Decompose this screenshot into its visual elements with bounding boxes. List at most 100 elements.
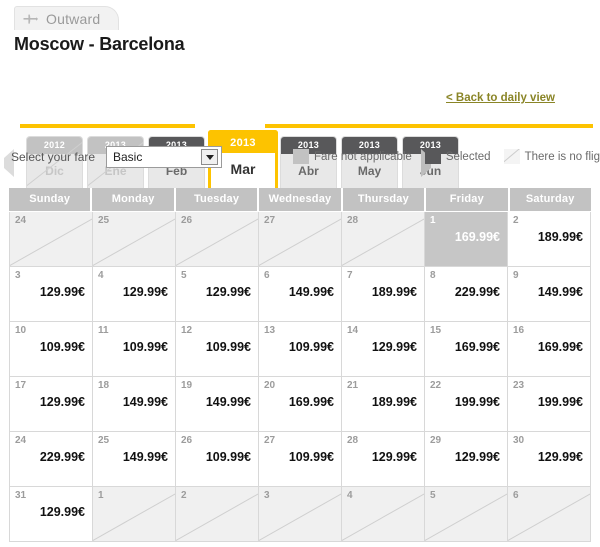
fare-price: 189.99€ — [371, 395, 417, 409]
fare-price: 199.99€ — [537, 395, 583, 409]
fare-price: 189.99€ — [537, 230, 583, 244]
day-number: 21 — [347, 380, 359, 391]
calendar-body: 24 25 26 27 28 1 169.99€ 2 189.99€ 3 129.99€ 4 129.9… — [9, 212, 591, 542]
month-tab-year: 2013 — [342, 137, 397, 154]
legend: Fare not applicable Selected There is no… — [293, 149, 600, 164]
fare-price: 149.99€ — [205, 395, 251, 409]
outward-label: Outward — [46, 10, 101, 27]
calendar-cell-no-flight: 26 — [175, 212, 258, 266]
calendar-header-row: Sunday Monday Tuesday Wednesday Thursday… — [9, 188, 591, 211]
calendar-cell-fare[interactable]: 24 229.99€ — [9, 432, 92, 486]
calendar-cell-fare[interactable]: 1 169.99€ — [424, 212, 507, 266]
fare-price: 129.99€ — [371, 340, 417, 354]
calendar-cell-fare[interactable]: 26 109.99€ — [175, 432, 258, 486]
calendar-week-row: 24 25 26 27 28 1 169.99€ 2 189.99€ — [9, 212, 591, 267]
calendar-cell-no-flight: 5 — [424, 487, 507, 541]
calendar-cell-fare[interactable]: 13 109.99€ — [258, 322, 341, 376]
fare-price: 109.99€ — [205, 340, 251, 354]
calendar-cell-fare[interactable]: 20 169.99€ — [258, 377, 341, 431]
legend-swatch-no-flight — [503, 149, 520, 164]
calendar-cell-fare[interactable]: 3 129.99€ — [9, 267, 92, 321]
fare-price: 149.99€ — [122, 450, 168, 464]
day-number: 12 — [181, 325, 193, 336]
calendar-cell-fare[interactable]: 4 129.99€ — [92, 267, 175, 321]
calendar-cell-fare[interactable]: 31 129.99€ — [9, 487, 92, 541]
day-number: 18 — [98, 380, 110, 391]
calendar-cell-no-flight: 6 — [507, 487, 591, 541]
calendar-cell-fare[interactable]: 22 199.99€ — [424, 377, 507, 431]
day-number: 2 — [181, 490, 187, 501]
calendar-cell-fare[interactable]: 25 149.99€ — [92, 432, 175, 486]
legend-swatch-selected — [424, 149, 441, 164]
calendar-cell-fare[interactable]: 29 129.99€ — [424, 432, 507, 486]
fare-controls-row: Select your fare Basic Fare not applicab… — [0, 142, 600, 172]
month-tab-dic[interactable]: 2012 Dic — [26, 136, 83, 188]
fare-price: 109.99€ — [39, 340, 85, 354]
day-number: 11 — [98, 325, 109, 336]
back-to-daily-view-link[interactable]: < Back to daily view — [446, 92, 555, 104]
calendar-cell-fare[interactable]: 19 149.99€ — [175, 377, 258, 431]
day-number: 5 — [430, 490, 436, 501]
calendar-cell-fare[interactable]: 11 109.99€ — [92, 322, 175, 376]
calendar-cell-fare[interactable]: 27 109.99€ — [258, 432, 341, 486]
calendar-cell-no-flight: 1 — [92, 487, 175, 541]
calendar-cell-no-flight: 24 — [9, 212, 92, 266]
day-number: 19 — [181, 380, 193, 391]
calendar-week-row: 31 129.99€ 1 2 3 4 5 6 — [9, 487, 591, 542]
fare-price: 109.99€ — [288, 450, 334, 464]
day-number: 13 — [264, 325, 276, 336]
calendar-cell-fare[interactable]: 14 129.99€ — [341, 322, 424, 376]
caret-down-icon[interactable] — [201, 149, 218, 165]
month-tab-label: Abr — [298, 164, 319, 178]
fare-price: 169.99€ — [454, 340, 500, 354]
fare-price: 129.99€ — [39, 285, 85, 299]
calendar-cell-fare[interactable]: 9 149.99€ — [507, 267, 591, 321]
outward-tab[interactable]: Outward — [14, 6, 120, 30]
calendar-cell-fare[interactable]: 2 189.99€ — [507, 212, 591, 266]
calendar-cell-no-flight: 4 — [341, 487, 424, 541]
fare-price: 169.99€ — [288, 395, 334, 409]
fare-price: 149.99€ — [537, 285, 583, 299]
column-header-wednesday: Wednesday — [259, 188, 341, 211]
calendar-cell-fare[interactable]: 21 189.99€ — [341, 377, 424, 431]
day-number: 6 — [264, 270, 270, 281]
column-header-thursday: Thursday — [342, 188, 425, 211]
fare-price: 199.99€ — [454, 395, 500, 409]
day-number: 5 — [181, 270, 187, 281]
chevron-left-icon[interactable] — [2, 148, 16, 178]
calendar-week-row: 17 129.99€ 18 149.99€ 19 149.99€ 20 169.99€ 21 18… — [9, 377, 591, 432]
calendar-cell-fare[interactable]: 10 109.99€ — [9, 322, 92, 376]
calendar-cell-fare[interactable]: 17 129.99€ — [9, 377, 92, 431]
calendar-cell-fare[interactable]: 28 129.99€ — [341, 432, 424, 486]
day-number: 24 — [15, 215, 27, 226]
fare-price: 129.99€ — [454, 450, 500, 464]
day-number: 16 — [513, 325, 525, 336]
calendar-cell-fare[interactable]: 15 169.99€ — [424, 322, 507, 376]
calendar-cell-fare[interactable]: 16 169.99€ — [507, 322, 591, 376]
calendar-cell-fare[interactable]: 30 129.99€ — [507, 432, 591, 486]
fare-price: 189.99€ — [371, 285, 417, 299]
day-number: 23 — [513, 380, 525, 391]
calendar-cell-fare[interactable]: 8 229.99€ — [424, 267, 507, 321]
fare-select-label: Select your fare — [11, 150, 96, 164]
fare-select[interactable]: Basic — [106, 146, 222, 168]
day-number: 1 — [98, 490, 104, 501]
calendar-cell-fare[interactable]: 7 189.99€ — [341, 267, 424, 321]
legend-label-no-flight: There is no flight — [524, 150, 600, 163]
day-number: 3 — [264, 490, 270, 501]
day-number: 29 — [430, 435, 442, 446]
fare-price: 129.99€ — [39, 505, 85, 519]
day-number: 4 — [347, 490, 353, 501]
day-number: 27 — [264, 215, 276, 226]
calendar-cell-fare[interactable]: 6 149.99€ — [258, 267, 341, 321]
month-tab-may[interactable]: 2013 May — [341, 136, 398, 188]
calendar-cell-fare[interactable]: 23 199.99€ — [507, 377, 591, 431]
column-header-saturday: Saturday — [509, 188, 591, 211]
fare-price: 149.99€ — [122, 395, 168, 409]
calendar-cell-fare[interactable]: 5 129.99€ — [175, 267, 258, 321]
calendar-cell-fare[interactable]: 12 109.99€ — [175, 322, 258, 376]
calendar-cell-fare[interactable]: 18 149.99€ — [92, 377, 175, 431]
day-number: 26 — [181, 435, 193, 446]
fare-price: 129.99€ — [537, 450, 583, 464]
month-tab-mar[interactable]: 2013 Mar — [208, 130, 278, 188]
